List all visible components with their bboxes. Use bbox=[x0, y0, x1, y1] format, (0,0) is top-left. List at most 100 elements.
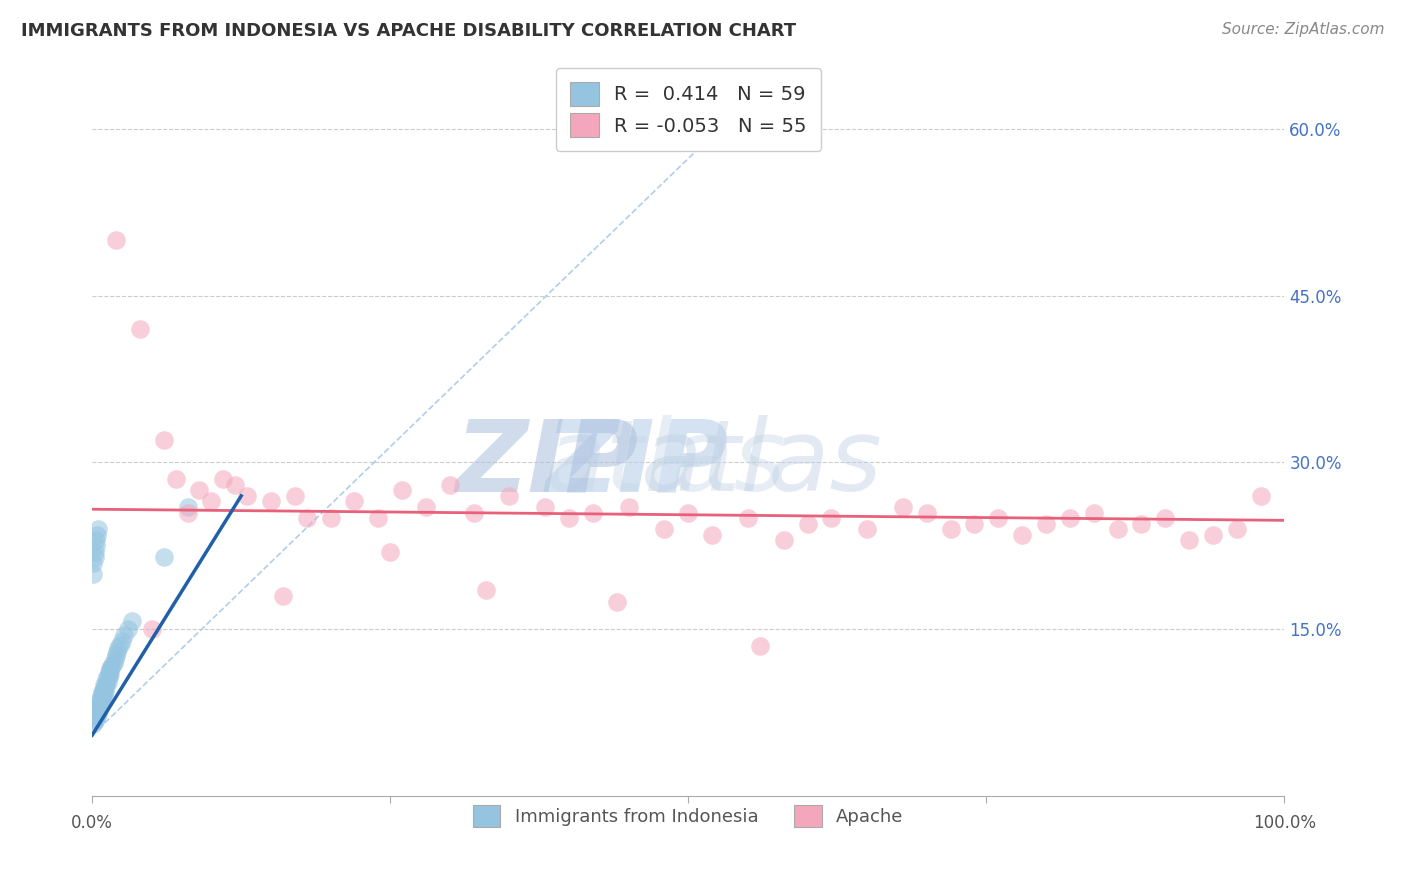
Point bbox=[463, 506, 485, 520]
Point bbox=[295, 511, 318, 525]
Point bbox=[128, 322, 150, 336]
Point bbox=[582, 506, 605, 520]
Point bbox=[165, 472, 187, 486]
Point bbox=[343, 494, 366, 508]
Point bbox=[101, 658, 124, 673]
Point bbox=[96, 673, 118, 687]
Point bbox=[83, 544, 105, 558]
Point bbox=[87, 698, 110, 712]
Point bbox=[367, 511, 389, 525]
Point bbox=[98, 667, 121, 681]
Point bbox=[93, 687, 115, 701]
Point bbox=[89, 702, 111, 716]
Point bbox=[89, 693, 111, 707]
Point bbox=[91, 689, 114, 703]
Point bbox=[820, 511, 842, 525]
Point bbox=[1035, 516, 1057, 531]
Point bbox=[796, 516, 818, 531]
Point bbox=[86, 709, 108, 723]
Point bbox=[1154, 511, 1177, 525]
Point bbox=[1250, 489, 1272, 503]
Point bbox=[97, 665, 120, 679]
Point bbox=[105, 645, 128, 659]
Point bbox=[200, 494, 222, 508]
Point bbox=[86, 705, 108, 719]
Point bbox=[96, 678, 118, 692]
Point bbox=[121, 614, 143, 628]
Point bbox=[212, 472, 235, 486]
Point bbox=[176, 506, 198, 520]
Point bbox=[87, 522, 110, 536]
Point bbox=[1083, 506, 1105, 520]
Point bbox=[260, 494, 283, 508]
Point bbox=[105, 648, 128, 662]
Point bbox=[89, 698, 111, 712]
Text: ZIP: ZIP bbox=[456, 415, 638, 512]
Point bbox=[891, 500, 914, 514]
Point bbox=[474, 583, 496, 598]
Point bbox=[84, 539, 107, 553]
Point bbox=[103, 656, 125, 670]
Point bbox=[271, 589, 294, 603]
Point bbox=[105, 233, 128, 247]
Point bbox=[1178, 533, 1201, 548]
Point bbox=[380, 544, 402, 558]
Point bbox=[94, 683, 117, 698]
Point bbox=[915, 506, 938, 520]
Point bbox=[82, 717, 104, 731]
Point bbox=[236, 489, 259, 503]
Point bbox=[112, 628, 135, 642]
Point bbox=[89, 693, 111, 707]
Point bbox=[83, 706, 105, 720]
Point bbox=[439, 477, 461, 491]
Point bbox=[1107, 522, 1129, 536]
Point bbox=[284, 489, 307, 503]
Point bbox=[83, 714, 105, 728]
Point bbox=[1130, 516, 1153, 531]
Text: Source: ZipAtlas.com: Source: ZipAtlas.com bbox=[1222, 22, 1385, 37]
Point bbox=[748, 639, 770, 653]
Point bbox=[104, 652, 127, 666]
Point bbox=[93, 678, 115, 692]
Point bbox=[93, 682, 115, 697]
Point bbox=[87, 706, 110, 720]
Point bbox=[98, 661, 121, 675]
Point bbox=[117, 623, 139, 637]
Point bbox=[111, 633, 134, 648]
Point bbox=[224, 477, 246, 491]
Point bbox=[534, 500, 557, 514]
Point bbox=[90, 689, 112, 703]
Point bbox=[654, 522, 676, 536]
Point bbox=[963, 516, 986, 531]
Point bbox=[856, 522, 879, 536]
Point bbox=[90, 684, 112, 698]
Point bbox=[84, 533, 107, 548]
Point bbox=[498, 489, 520, 503]
Point bbox=[84, 711, 107, 725]
Point bbox=[97, 670, 120, 684]
Point bbox=[100, 661, 122, 675]
Point bbox=[617, 500, 640, 514]
Point bbox=[1202, 528, 1225, 542]
Point bbox=[415, 500, 437, 514]
Point bbox=[558, 511, 581, 525]
Point bbox=[83, 709, 105, 723]
Point bbox=[188, 483, 211, 498]
Point bbox=[83, 550, 105, 565]
Point bbox=[97, 669, 120, 683]
Point bbox=[87, 702, 110, 716]
Point bbox=[89, 689, 111, 703]
Point bbox=[606, 594, 628, 608]
Point bbox=[1059, 511, 1081, 525]
Point bbox=[86, 700, 108, 714]
Legend: Immigrants from Indonesia, Apache: Immigrants from Indonesia, Apache bbox=[465, 797, 911, 834]
Point bbox=[107, 641, 129, 656]
Point bbox=[82, 556, 104, 570]
Point bbox=[939, 522, 962, 536]
Point bbox=[94, 678, 117, 692]
Point bbox=[141, 623, 163, 637]
Point bbox=[678, 506, 700, 520]
Point bbox=[391, 483, 413, 498]
Point bbox=[91, 683, 114, 698]
Point bbox=[987, 511, 1010, 525]
